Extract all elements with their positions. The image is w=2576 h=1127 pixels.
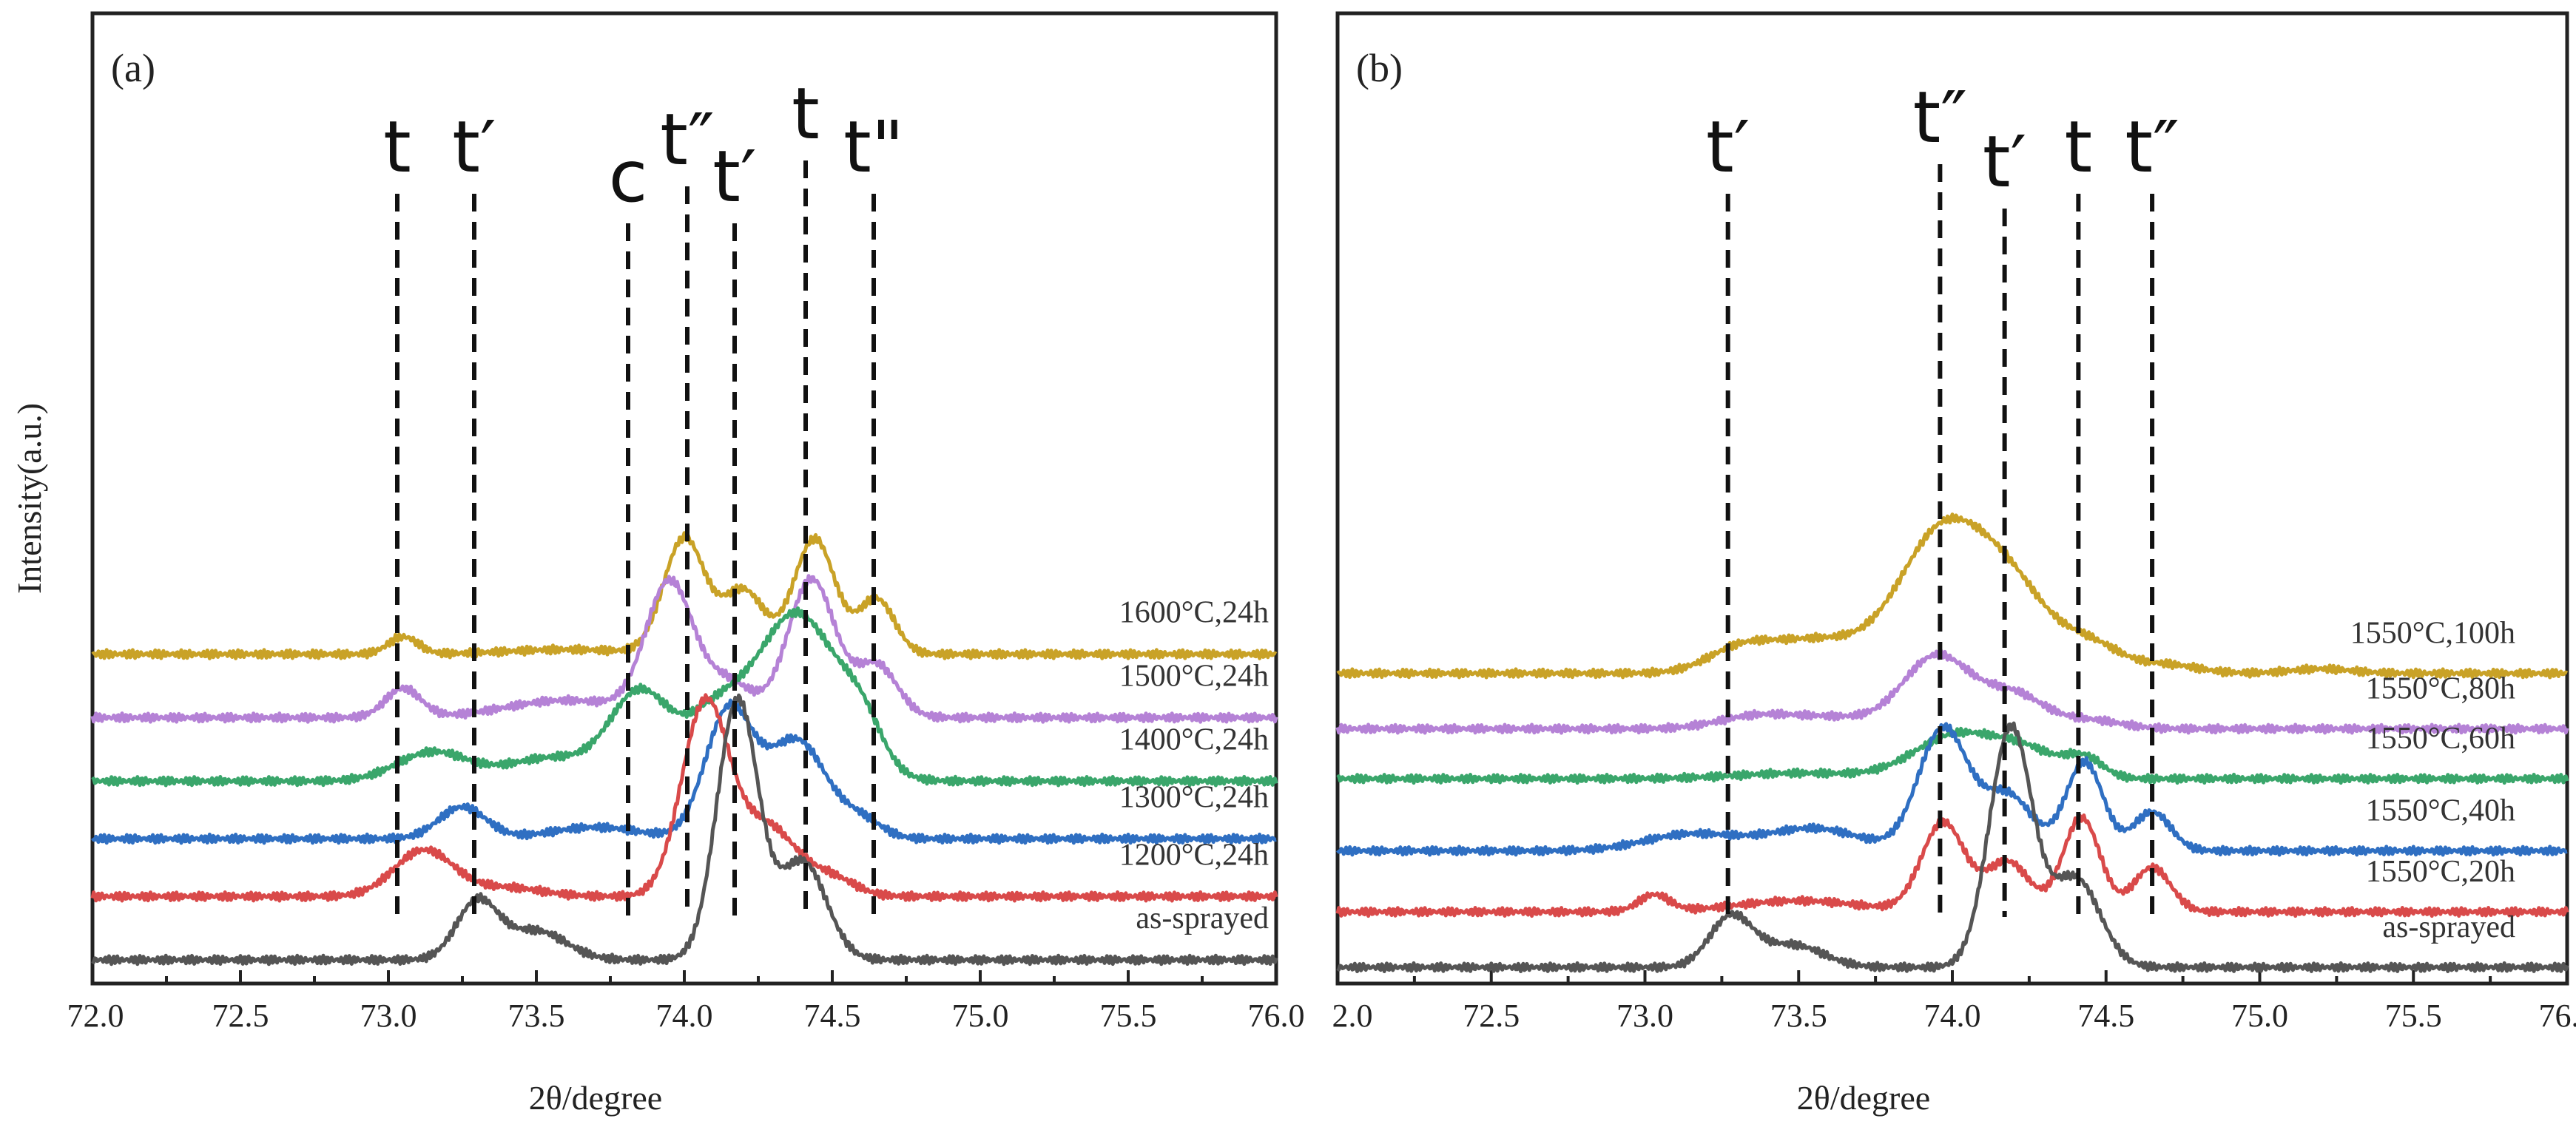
series-label: 1550°C,60h xyxy=(2366,722,2515,756)
trace-line xyxy=(90,693,1278,903)
x-tick-label: 73.5 xyxy=(1770,998,1827,1034)
phase-label: t″ xyxy=(660,98,715,181)
phase-label: t" xyxy=(843,106,904,189)
series-label: 1550°C,100h xyxy=(2350,616,2515,650)
trace-line xyxy=(1336,722,2568,857)
panel-a: 72.0 72.5 73.0 73.5 74.0 74.5 75.0 75.5 76.0 2θ/d… xyxy=(10,11,1305,1117)
trace-line xyxy=(90,574,1278,724)
trace-line xyxy=(91,693,1278,967)
series-label: 1550°C,20h xyxy=(2366,855,2515,889)
x-tick-label: 76.0 xyxy=(2539,998,2576,1034)
x-axis-title: 2θ/degree xyxy=(529,1079,662,1117)
series-label: 1500°C,24h xyxy=(1119,660,1269,694)
phase-label: t xyxy=(383,106,411,189)
x-tick-label: 2.0 xyxy=(1332,998,1373,1034)
y-axis-title: Intensity(a.u.) xyxy=(10,403,48,594)
series-label: as-sprayed xyxy=(1136,901,1269,935)
panel-label: (a) xyxy=(111,46,155,90)
x-tick-label: 72.5 xyxy=(1463,998,1520,1034)
series-label: 1550°C,80h xyxy=(2366,671,2515,705)
trace-line xyxy=(1335,649,2569,735)
phase-label: t′ xyxy=(1706,106,1750,189)
trace-line xyxy=(91,531,1278,660)
x-tick-label: 72.0 xyxy=(67,998,124,1034)
panel-b: 2.0 72.5 73.0 73.5 74.0 74.5 75.0 75.5 76.0 2θ/de… xyxy=(1332,11,2576,1117)
x-tick-label: 76.0 xyxy=(1248,998,1305,1034)
x-tick-label: 75.0 xyxy=(952,998,1009,1034)
x-tick-label: 73.0 xyxy=(1616,998,1673,1034)
x-tick-label: 74.0 xyxy=(656,998,713,1034)
x-tick-label: 75.5 xyxy=(2385,998,2442,1034)
series-label: 1400°C,24h xyxy=(1119,722,1269,757)
trace-line xyxy=(1336,512,2569,680)
phase-label: t″ xyxy=(2125,106,2179,189)
x-tick-label: 73.5 xyxy=(508,998,565,1034)
x-axis-title: 2θ/degree xyxy=(1797,1079,1930,1117)
phase-label: c xyxy=(609,135,648,218)
x-tick-label: 74.0 xyxy=(1924,998,1981,1034)
phase-label: t xyxy=(792,72,820,155)
series-label: 1600°C,24h xyxy=(1119,596,1269,630)
phase-label: t′ xyxy=(1983,121,2026,203)
series-label: 1200°C,24h xyxy=(1119,838,1269,872)
panel-label: (b) xyxy=(1356,46,1403,90)
trace-line xyxy=(1336,721,2569,973)
phase-label: t xyxy=(2065,106,2093,189)
series-label: 1300°C,24h xyxy=(1119,780,1269,814)
trace-line xyxy=(90,698,1277,845)
x-tick-label: 72.5 xyxy=(212,998,269,1034)
x-tick-label: 75.5 xyxy=(1100,998,1157,1034)
phase-label: t″ xyxy=(1913,76,1968,159)
trace-line xyxy=(1335,813,2569,918)
trace-line xyxy=(91,606,1278,788)
series-label: as-sprayed xyxy=(2382,910,2515,944)
series-label: 1550°C,40h xyxy=(2366,793,2515,828)
x-tick-label: 73.0 xyxy=(360,998,417,1034)
x-tick-label: 74.5 xyxy=(804,998,861,1034)
phase-label: t′ xyxy=(452,106,496,189)
x-tick-label: 74.5 xyxy=(2077,998,2134,1034)
x-tick-label: 75.0 xyxy=(2231,998,2288,1034)
phase-label: t′ xyxy=(712,135,756,218)
